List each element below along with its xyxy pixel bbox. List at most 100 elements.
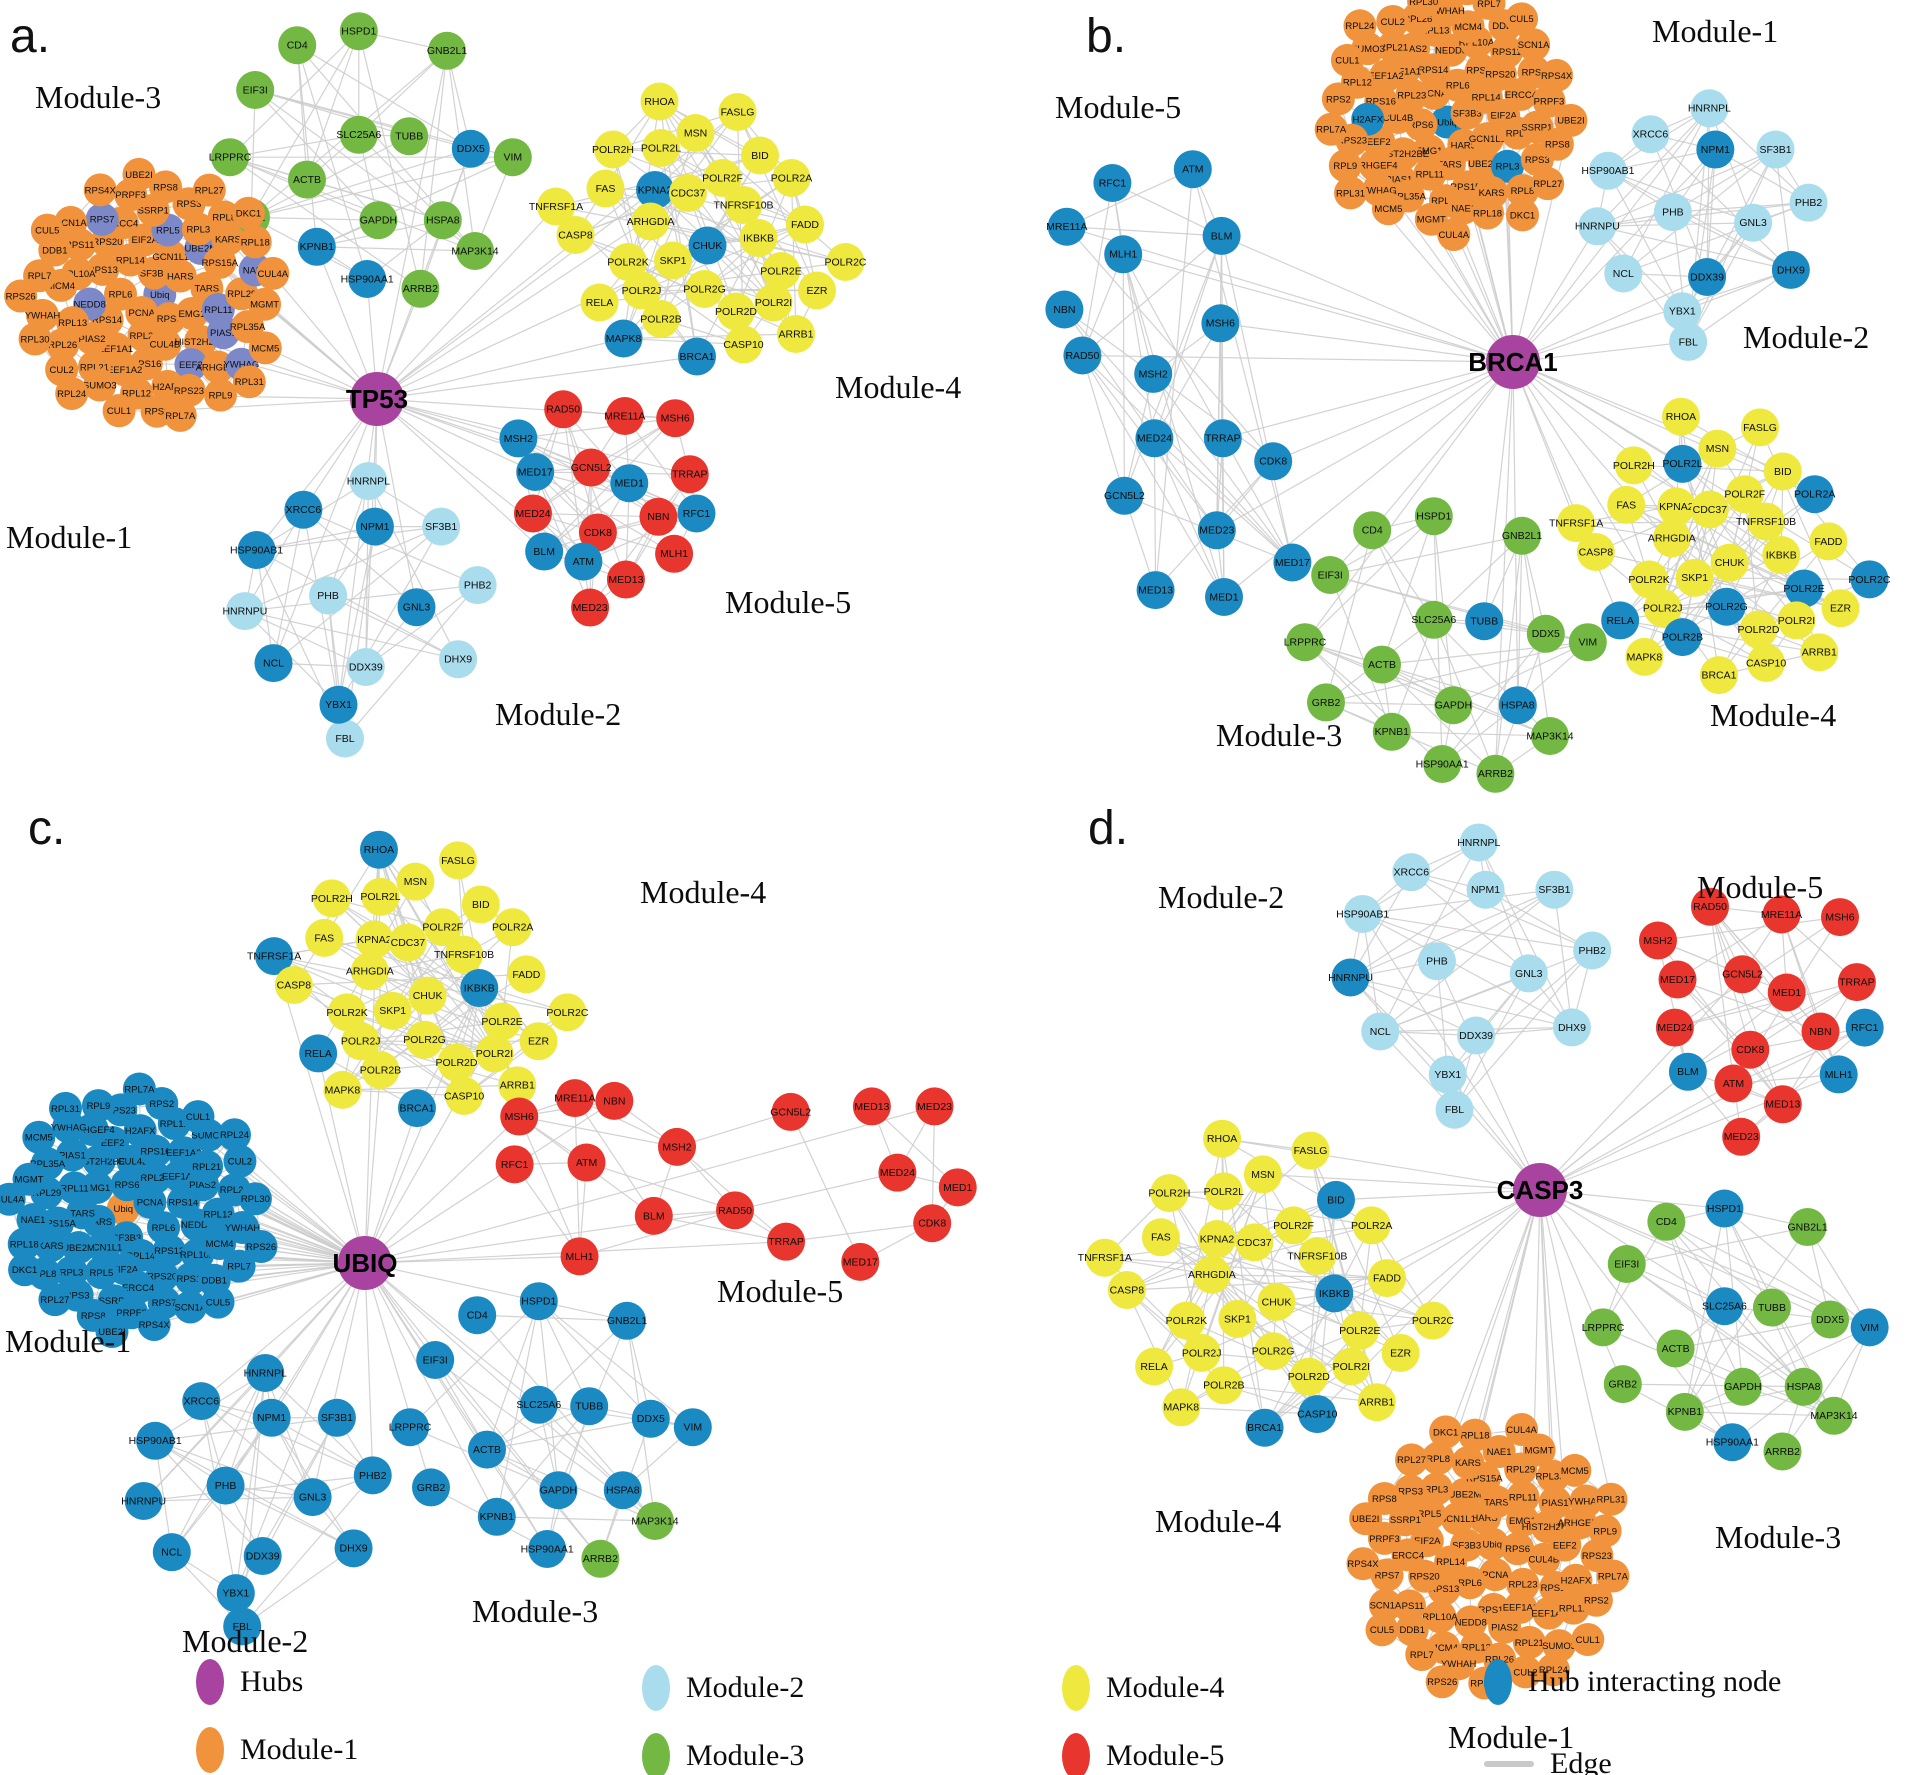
node-c-MED13 [852, 1087, 891, 1126]
node-label-d-RPS20: RPS20 [1410, 1572, 1440, 1583]
edge [364, 1262, 432, 1488]
edge [1684, 1326, 1870, 1413]
edge [364, 1262, 374, 1476]
node-a-CASP8 [556, 216, 595, 254]
node-d-CD4 [1647, 1202, 1686, 1241]
edge [264, 1372, 374, 1476]
node-label-b-POLR2H: POLR2H [1613, 460, 1655, 472]
node-c-POLR2E [483, 1002, 522, 1041]
node-a-RPS13 [86, 252, 120, 286]
edge [534, 471, 591, 608]
hub-node-BRCA1 [1486, 335, 1540, 389]
node-label-c-ARHGEF4: ARHGEF4 [70, 1125, 115, 1136]
module-title-c-Module-3: Module-3 [472, 1593, 598, 1629]
node-label-c-BRCA1: BRCA1 [399, 1103, 434, 1115]
edge [1066, 226, 1222, 237]
node-b-RPL31 [1334, 176, 1368, 210]
node-label-a-RPL3: RPL3 [186, 225, 210, 236]
node-label-d-CUL2: CUL2 [1513, 1667, 1537, 1678]
node-label-c-HNRNPU: HNRNPU [121, 1495, 166, 1507]
node-c-CUL1 [181, 1100, 215, 1134]
node-b-MAPK8 [1625, 637, 1664, 676]
node-label-a-HIST2H2BE: HIST2H2BE [175, 337, 227, 348]
node-label-c-CDC37: CDC37 [391, 937, 426, 949]
edge [1379, 889, 1555, 1032]
edge [255, 89, 410, 137]
node-label-b-TARS: TARS [1437, 159, 1462, 170]
node-b-LRPPRC [1286, 623, 1324, 662]
node-label-a-RPL7: RPL7 [28, 271, 52, 282]
node-label-c-UBE2I: UBE2I [98, 1327, 125, 1338]
edge [1539, 1189, 1624, 1385]
edge [1677, 978, 1821, 1033]
node-label-b-RELA: RELA [1606, 615, 1633, 627]
node-label-d-CASP8: CASP8 [1110, 1284, 1145, 1296]
node-c-FADD [507, 955, 546, 994]
node-a-MED13 [606, 560, 645, 599]
edge [143, 1474, 373, 1502]
node-a-RPL7A [163, 398, 197, 432]
node-c-MGMT [12, 1162, 46, 1196]
node-label-a-FADD: FADD [791, 219, 819, 231]
node-label-d-HSPD1: HSPD1 [1707, 1203, 1742, 1215]
node-c-BID [461, 885, 500, 924]
node-label-a-RPS7: RPS7 [90, 215, 115, 226]
node-a-POLR2D [717, 292, 755, 331]
node-b-POLR2D [1739, 610, 1778, 649]
node-label-a-ERCC4: ERCC4 [106, 218, 138, 229]
node-label-c-NCL: NCL [161, 1547, 182, 1559]
node-b-XRCC6 [1631, 115, 1670, 154]
node-b-NBN [1045, 290, 1084, 329]
node-b-MED24 [1135, 419, 1174, 458]
node-label-d-RPS15A: RPS15A [1466, 1474, 1503, 1485]
labels: Module-4 Module-1 Module-5 Module-2 Module-3… [5, 802, 843, 1659]
node-d-MED23 [1722, 1117, 1761, 1156]
node-b-CASP10 [1747, 643, 1786, 682]
node-label-d-CUL1: CUL1 [1576, 1635, 1600, 1646]
node-d-RFC1 [1845, 1008, 1884, 1047]
node-label-c-GNL3: GNL3 [299, 1492, 327, 1504]
edge [785, 1222, 933, 1243]
node-label-c-RPS16: RPS16 [140, 1147, 170, 1158]
node-a-GCN1L1 [154, 239, 188, 273]
node-b-MED17 [1273, 543, 1312, 582]
node-label-b-ARRB1: ARRB1 [1802, 647, 1837, 659]
node-b-CUL2 [1376, 4, 1410, 38]
node-b-ARRB2 [1476, 754, 1515, 793]
node-label-b-ACTB: ACTB [1368, 659, 1396, 671]
node-label-c-FADD: FADD [512, 969, 540, 981]
node-c-POLR2D [437, 1043, 476, 1082]
edge [1597, 202, 1809, 227]
node-label-b-NEDD8: NEDD8 [1435, 46, 1467, 57]
node-c-RPL24 [217, 1118, 251, 1152]
node-label-d-RHOA: RHOA [1207, 1133, 1237, 1145]
node-label-c-GCN5L2: GCN5L2 [770, 1106, 811, 1118]
node-label-b-NCL: NCL [1613, 268, 1634, 280]
node-d-CUL5 [1365, 1613, 1399, 1647]
edge [1066, 168, 1194, 228]
node-c-HSP90AB1 [136, 1421, 175, 1460]
edge [250, 148, 471, 218]
node-a-RPL27 [192, 173, 226, 207]
edge [1433, 516, 1443, 765]
node-a-HSP90AB1 [237, 531, 276, 569]
node-b-POLR2K [1630, 560, 1669, 599]
node-label-d-UBE2M: UBE2M [1449, 1490, 1482, 1501]
node-label-c-RPL31: RPL31 [51, 1104, 80, 1115]
node-label-a-SSRP1: SSRP1 [138, 206, 169, 217]
node-a-NBN [639, 497, 678, 536]
node-label-a-DHX9: DHX9 [444, 654, 472, 666]
node-label-c-RPS23: RPS23 [106, 1105, 136, 1116]
node-label-a-RPS2: RPS2 [145, 407, 170, 418]
node-label-d-NCL: NCL [1370, 1026, 1391, 1038]
node-d-MAPK8 [1162, 1388, 1201, 1427]
node-d-FBL [1435, 1090, 1474, 1129]
node-label-b-MED17: MED17 [1275, 557, 1310, 569]
edge [477, 1314, 628, 1322]
node-b-GNL3 [1734, 203, 1773, 242]
edge [1112, 182, 1222, 237]
edge [272, 398, 378, 664]
node-d-CDC37 [1235, 1223, 1274, 1262]
node-c-EZR [519, 1022, 558, 1061]
node-a-POLR2F [703, 159, 742, 197]
